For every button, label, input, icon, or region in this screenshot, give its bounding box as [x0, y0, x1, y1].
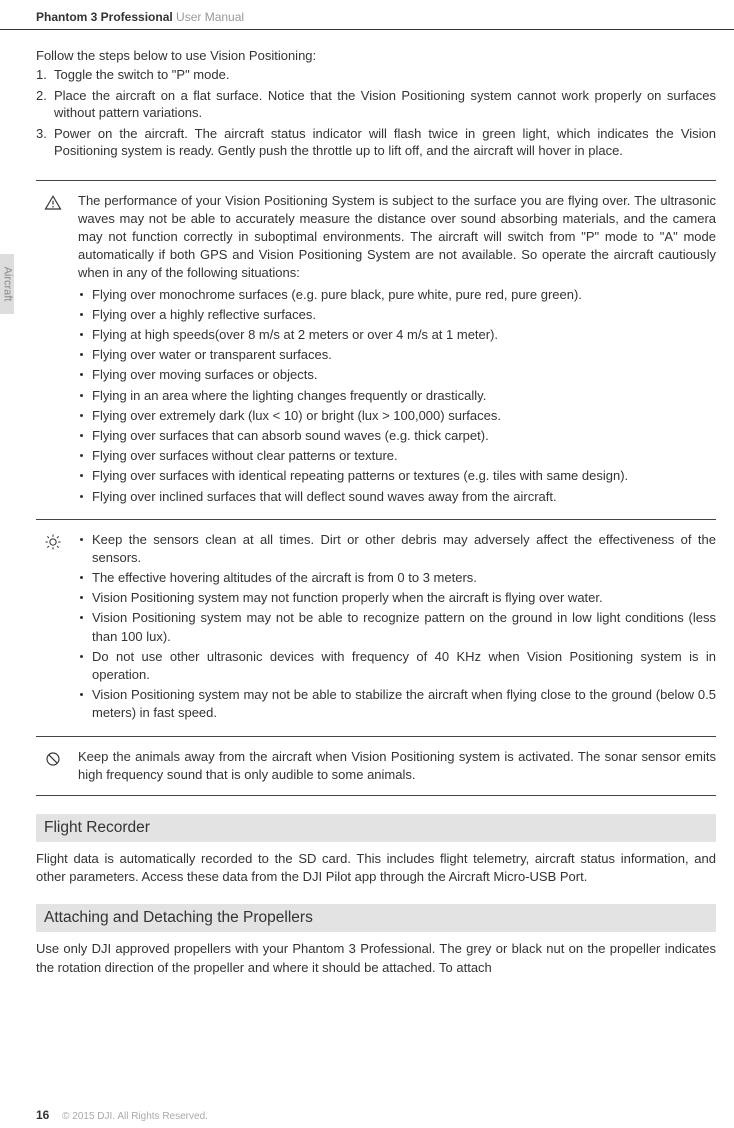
list-item: Flying over surfaces that can absorb sou…: [78, 427, 716, 445]
steps-list: 1. Toggle the switch to "P" mode. 2.Plac…: [36, 66, 716, 160]
list-item: The effective hovering altitudes of the …: [78, 569, 716, 587]
list-item: Vision Positioning system may not be abl…: [78, 609, 716, 645]
warning-callout: The performance of your Vision Positioni…: [36, 185, 716, 515]
list-item: Flying over extremely dark (lux < 10) or…: [78, 407, 716, 425]
divider: [36, 736, 716, 737]
side-tab: Aircraft: [0, 254, 14, 314]
warning-bullets: Flying over monochrome surfaces (e.g. pu…: [78, 286, 716, 506]
page-number: 16: [36, 1108, 49, 1122]
prohibit-callout: Keep the animals away from the aircraft …: [36, 741, 716, 791]
divider: [36, 180, 716, 181]
list-item: Keep the sensors clean at all times. Dir…: [78, 531, 716, 567]
prohibit-text: Keep the animals away from the aircraft …: [78, 748, 716, 784]
divider: [36, 795, 716, 796]
tip-callout: Keep the sensors clean at all times. Dir…: [36, 524, 716, 732]
list-item: Flying over moving surfaces or objects.: [78, 366, 716, 384]
side-tab-label: Aircraft: [1, 267, 13, 302]
list-item: Flying in an area where the lighting cha…: [78, 387, 716, 405]
list-item: Flying over surfaces without clear patte…: [78, 447, 716, 465]
tip-bullets: Keep the sensors clean at all times. Dir…: [78, 531, 716, 723]
step-item: 1. Toggle the switch to "P" mode.: [36, 66, 716, 84]
list-item: Flying over water or transparent surface…: [78, 346, 716, 364]
copyright-text: © 2015 DJI. All Rights Reserved.: [62, 1111, 208, 1122]
list-item: Do not use other ultrasonic devices with…: [78, 648, 716, 684]
list-item: Flying over inclined surfaces that will …: [78, 488, 716, 506]
divider: [36, 519, 716, 520]
page-footer: 16 © 2015 DJI. All Rights Reserved.: [36, 1108, 208, 1122]
page-header: Phantom 3 Professional User Manual: [0, 10, 734, 30]
prohibit-icon: [36, 748, 78, 784]
list-item: Flying over surfaces with identical repe…: [78, 467, 716, 485]
list-item: Flying over monochrome surfaces (e.g. pu…: [78, 286, 716, 304]
flight-recorder-body: Flight data is automatically recorded to…: [36, 850, 716, 886]
propellers-body: Use only DJI approved propellers with yo…: [36, 940, 716, 976]
warning-icon: [36, 192, 78, 508]
section-header-flight-recorder: Flight Recorder: [36, 814, 716, 842]
list-item: Flying at high speeds(over 8 m/s at 2 me…: [78, 326, 716, 344]
list-item: Vision Positioning system may not be abl…: [78, 686, 716, 722]
section-header-propellers: Attaching and Detaching the Propellers: [36, 904, 716, 932]
step-item: 3.Power on the aircraft. The aircraft st…: [36, 125, 716, 160]
list-item: Flying over a highly reflective surfaces…: [78, 306, 716, 324]
manual-title-light: User Manual: [173, 10, 244, 24]
warning-lead: The performance of your Vision Positioni…: [78, 192, 716, 283]
step-item: 2.Place the aircraft on a flat surface. …: [36, 87, 716, 122]
list-item: Vision Positioning system may not functi…: [78, 589, 716, 607]
intro-text: Follow the steps below to use Vision Pos…: [36, 48, 716, 63]
tip-icon: [36, 531, 78, 725]
manual-title-bold: Phantom 3 Professional: [36, 10, 173, 24]
